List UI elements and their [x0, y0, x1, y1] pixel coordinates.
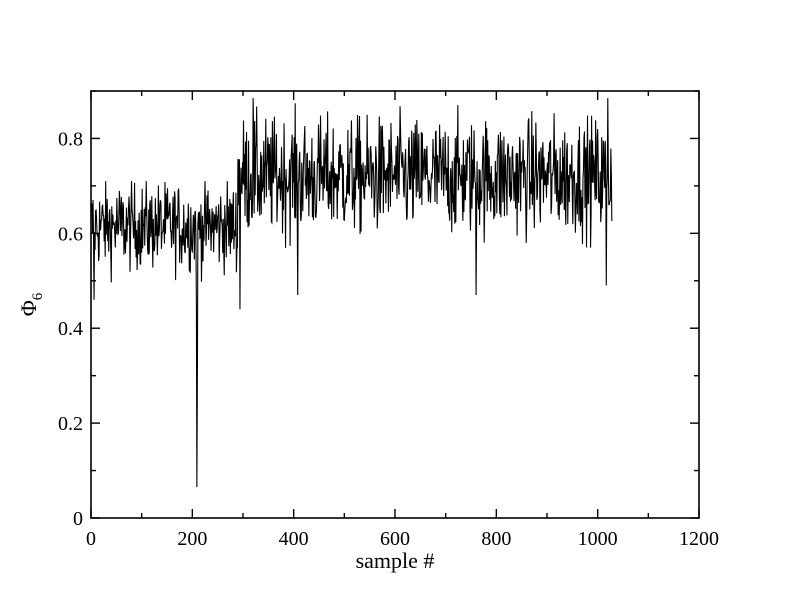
y-tick-label: 0.4 [58, 318, 83, 340]
x-tick-labels: 0 200 400 600 800 1000 1200 [86, 528, 719, 550]
x-tick-label: 800 [481, 528, 511, 550]
x-tick-label: 1000 [578, 528, 618, 550]
y-tick-label: 0 [73, 508, 83, 530]
y-tick-labels: 0 0.2 0.4 0.6 0.8 [58, 128, 83, 530]
x-tick-label: 0 [86, 528, 96, 550]
y-tick-label: 0.8 [58, 128, 83, 150]
y-tick-label: 0.2 [58, 413, 83, 435]
plot-frame [90, 90, 700, 519]
x-tick-label: 600 [380, 528, 410, 550]
series-layer [90, 98, 613, 488]
y-tick-label: 0.6 [58, 223, 83, 245]
y-axis-symbol: Φ [16, 300, 41, 316]
x-tick-label: 1200 [679, 528, 719, 550]
x-axis-title: sample # [356, 548, 435, 573]
x-tick-label: 200 [177, 528, 207, 550]
y-axis-subscript: 6 [30, 292, 46, 300]
y-axis-title: Φ6 [16, 292, 46, 316]
x-tick-label: 400 [279, 528, 309, 550]
series-line [90, 98, 613, 488]
